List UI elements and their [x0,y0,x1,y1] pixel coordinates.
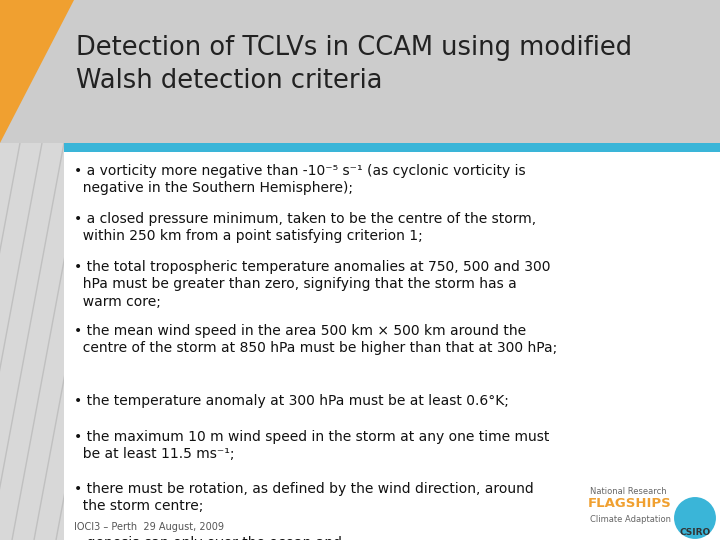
Text: • genesis can only over the ocean and;: • genesis can only over the ocean and; [74,536,346,540]
Text: • the temperature anomaly at 300 hPa must be at least 0.6°K;: • the temperature anomaly at 300 hPa mus… [74,394,509,408]
Text: • there must be rotation, as defined by the wind direction, around
  the storm c: • there must be rotation, as defined by … [74,482,534,514]
Text: • the maximum 10 m wind speed in the storm at any one time must
  be at least 11: • the maximum 10 m wind speed in the sto… [74,430,549,461]
Text: • the total tropospheric temperature anomalies at 750, 500 and 300
  hPa must be: • the total tropospheric temperature ano… [74,260,551,308]
Text: National Research: National Research [590,487,667,496]
Text: • a closed pressure minimum, taken to be the centre of the storm,
  within 250 k: • a closed pressure minimum, taken to be… [74,212,536,244]
Text: Climate Adaptation: Climate Adaptation [590,515,671,524]
Circle shape [673,496,717,540]
Text: • the mean wind speed in the area 500 km × 500 km around the
  centre of the sto: • the mean wind speed in the area 500 km… [74,324,557,355]
Bar [0,0,720,143]
Text: Detection of TCLVs in CCAM using modified
Walsh detection criteria: Detection of TCLVs in CCAM using modifie… [76,35,632,94]
Bar [64,143,720,152]
Text: IOCI3 – Perth  29 August, 2009: IOCI3 – Perth 29 August, 2009 [74,522,224,532]
Text: FLAGSHIPS: FLAGSHIPS [588,497,672,510]
Bar [64,152,720,540]
Polygon shape [0,0,74,143]
Text: CSIRO: CSIRO [680,528,711,537]
Text: • a vorticity more negative than -10⁻⁵ s⁻¹ (as cyclonic vorticity is
  negative : • a vorticity more negative than -10⁻⁵ s… [74,164,526,195]
